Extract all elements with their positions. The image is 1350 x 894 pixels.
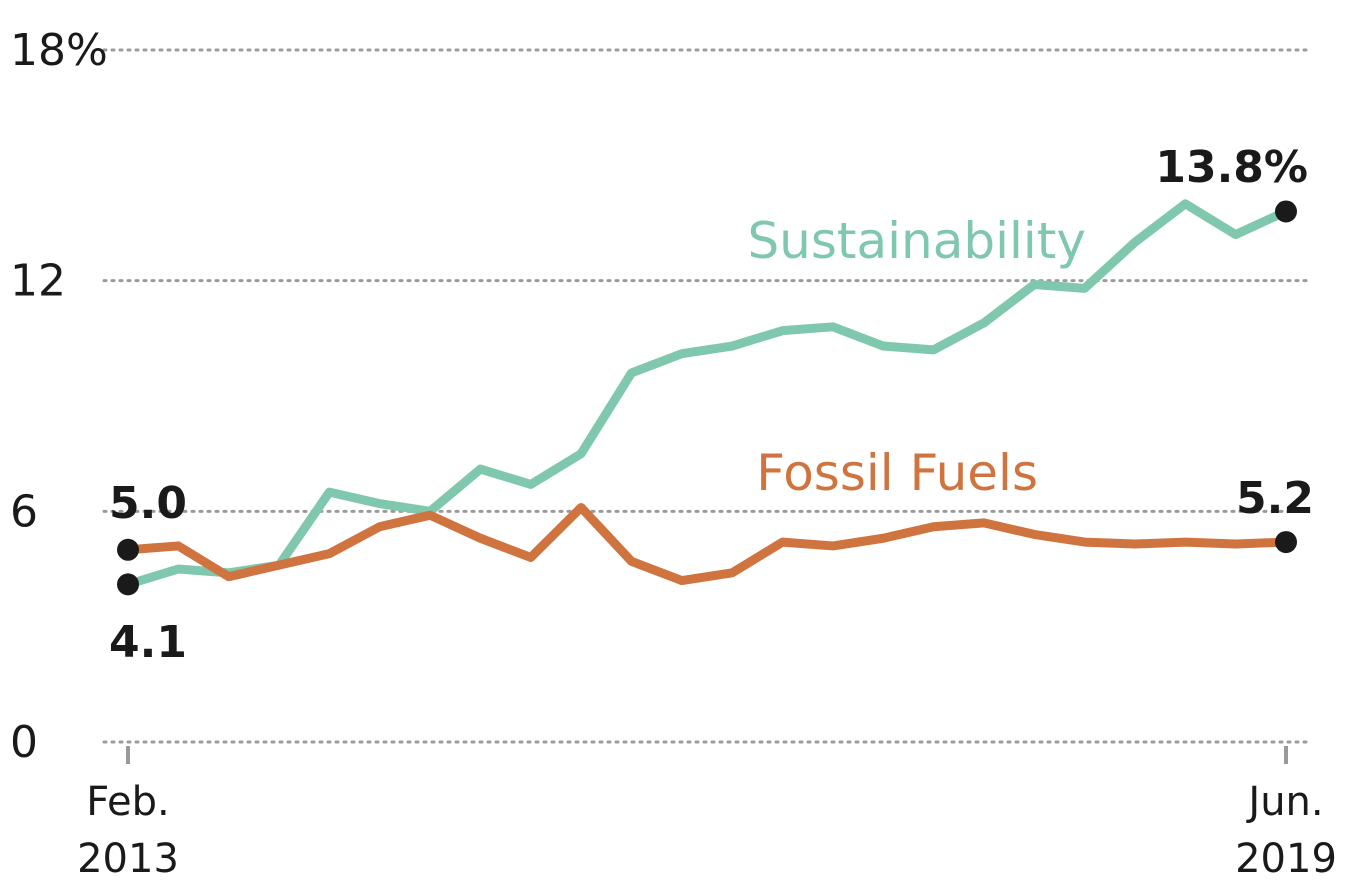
x-start-label: Feb. — [86, 779, 170, 825]
y-tick-label: 18% — [10, 25, 108, 76]
value-label-end: 5.2 — [1236, 473, 1314, 524]
y-tick-label: 6 — [10, 486, 38, 537]
x-start-label: 2013 — [77, 836, 179, 882]
x-axis-labels: Feb. 2013 Jun. 2019 — [77, 746, 1337, 882]
value-label-end: 13.8% — [1155, 142, 1308, 193]
series-lines — [123, 199, 1291, 589]
endpoint-dot — [1275, 531, 1297, 554]
endpoint-dot — [1275, 200, 1297, 223]
endpoint-dot — [117, 538, 139, 561]
endpoint-dot — [117, 573, 139, 596]
series-line — [123, 502, 1291, 586]
endpoint-markers — [117, 200, 1297, 596]
value-label-start: 5.0 — [109, 478, 187, 529]
series-label-sustainability: Sustainability — [747, 212, 1086, 270]
annotations: Sustainability Fossil Fuels 5.0 4.1 13.8% 5.2 — [109, 142, 1314, 668]
y-tick-label: 12 — [10, 256, 66, 307]
series-label-fossil-fuels: Fossil Fuels — [756, 444, 1038, 502]
value-label-start: 4.1 — [109, 617, 187, 668]
x-end-label: 2019 — [1235, 836, 1337, 882]
x-end-label: Jun. — [1245, 779, 1323, 825]
y-tick-label: 0 — [10, 717, 38, 768]
grid-lines — [102, 48, 1312, 744]
y-axis-labels: 0 6 12 18% — [10, 25, 108, 768]
series-line — [123, 199, 1291, 589]
